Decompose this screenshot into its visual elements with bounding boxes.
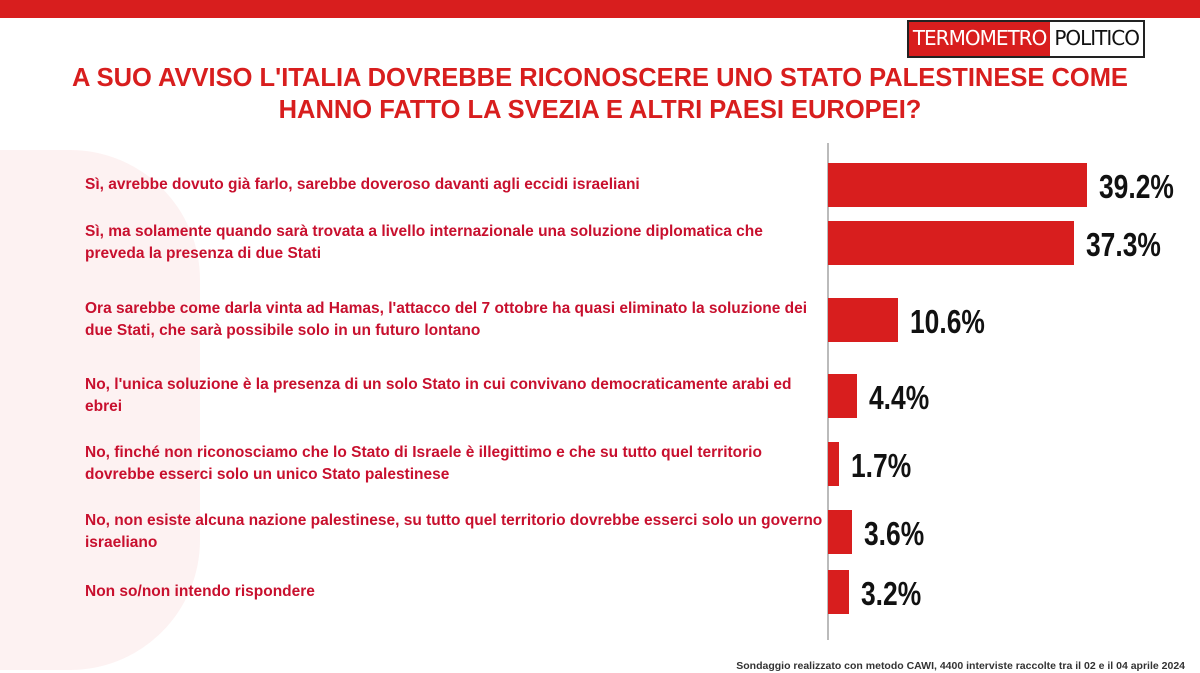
category-label: Sì, avrebbe dovuto già farlo, sarebbe do… [85,176,640,193]
bar [828,510,852,554]
footnote: Sondaggio realizzato con metodo CAWI, 44… [736,660,1185,672]
bar [828,221,1075,265]
value-label: 39.2% [1098,168,1174,205]
bar [828,298,898,342]
chart-title: A SUO AVVISO L'ITALIA DOVREBBE RICONOSCE… [72,64,1128,124]
category-label: No, finché non riconosciamo che lo Stato… [85,444,762,483]
category-label: Sì, ma solamente quando sarà trovata a l… [85,223,763,262]
value-label: 1.7% [851,447,912,484]
logo-part: TERMOMETRO [908,22,1051,56]
background-decoration [0,150,200,670]
category-label: Non so/non intendo rispondere [85,583,315,600]
value-label: 37.3% [1086,226,1162,263]
bar [828,442,840,486]
value-label: 4.4% [869,379,930,416]
top-bar [0,0,1200,18]
category-label: No, non esiste alcuna nazione palestines… [85,512,823,551]
bar [828,570,850,614]
logo-part: POLITICO [1050,22,1143,56]
value-label: 10.6% [909,303,985,340]
category-label: No, l'unica soluzione è la presenza di u… [85,376,792,415]
value-label: 3.6% [863,515,924,552]
value-label: 3.2% [861,575,922,612]
bar [828,374,858,418]
bar [828,163,1087,207]
logo: TERMOMETRO POLITICO [906,20,1145,58]
category-label: Ora sarebbe come darla vinta ad Hamas, l… [85,300,808,339]
